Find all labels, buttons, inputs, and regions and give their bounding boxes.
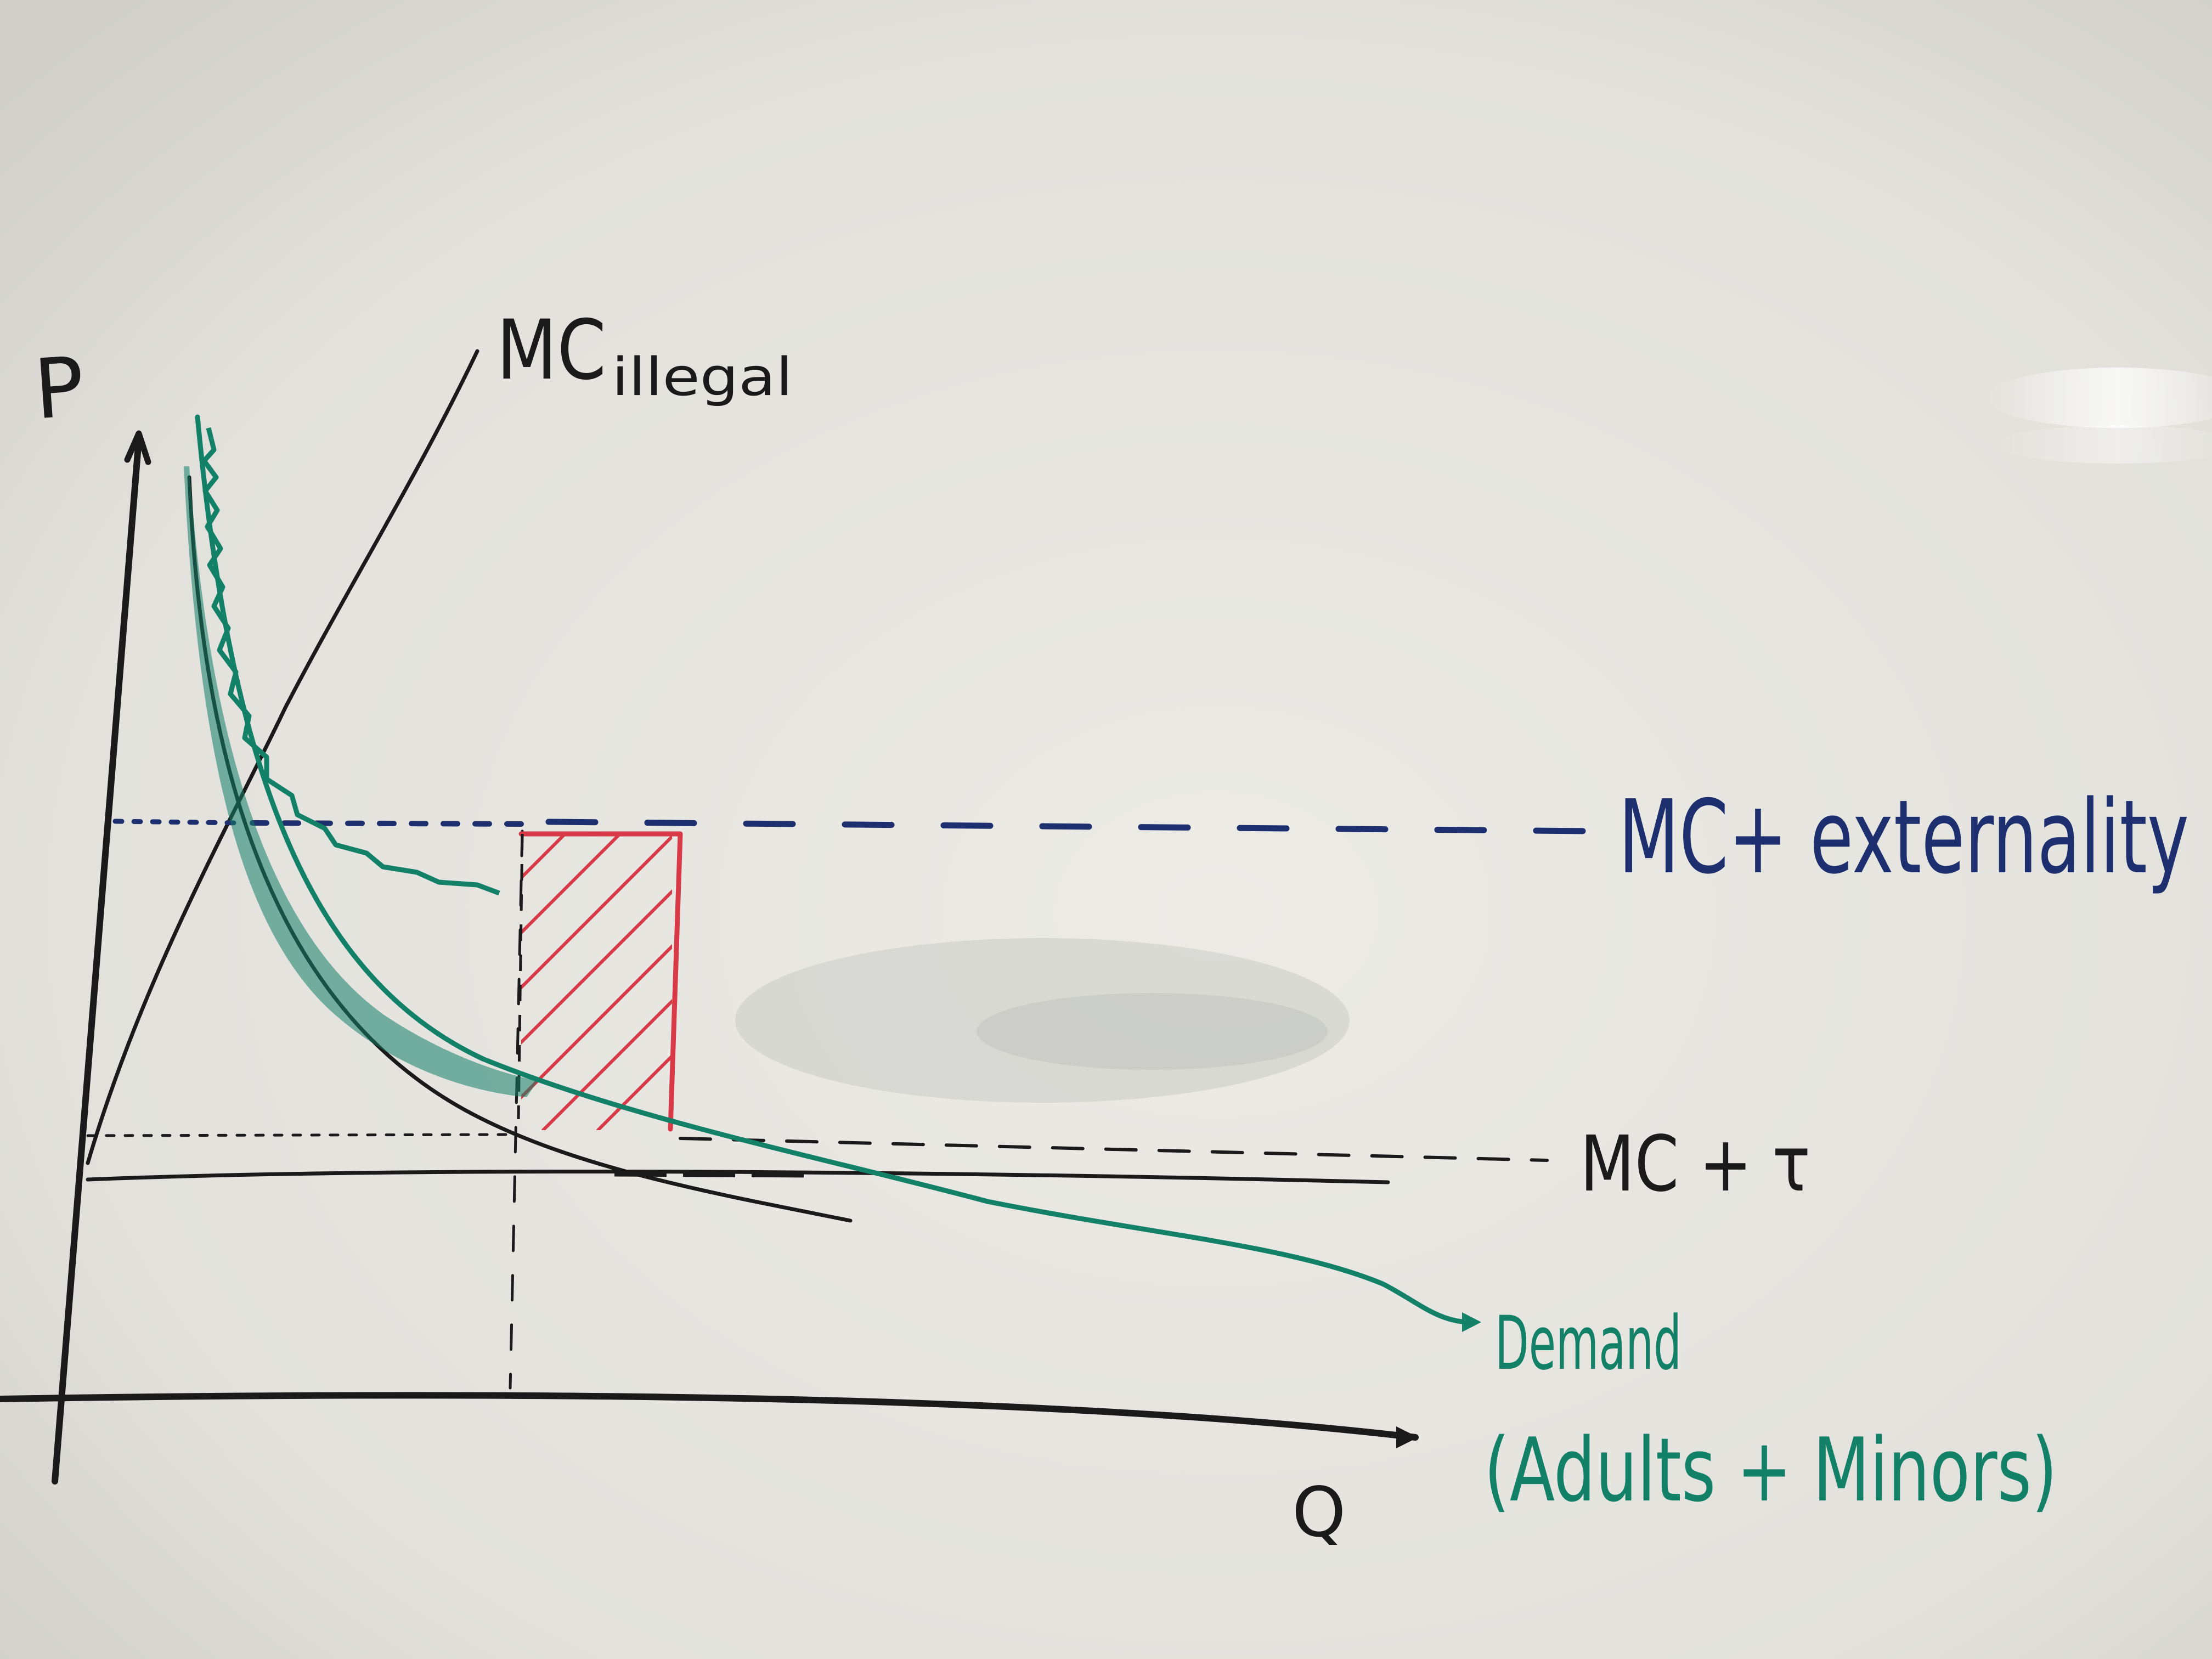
light-glare [1986,368,2212,428]
mc-tau-label: MC + τ [1580,1120,1810,1209]
mc-flat-dash-overlap [614,1171,812,1178]
mc-illegal-subscript: illegal [612,347,793,408]
quantity-guide-line [509,830,524,1390]
eraser-smudge-2 [977,993,1328,1070]
hatch-lines [521,832,672,1130]
eraser-smudge [735,938,1350,1103]
demand-arrowhead [1462,1312,1481,1332]
mc-flat-line [86,1169,1390,1184]
mc-tau-dotted [86,1133,517,1137]
mc-tau-dashed [679,1137,1549,1162]
q-axis-line [0,1392,1419,1441]
demand-sublabel: (Adults + Minors) [1484,1419,2057,1521]
p-axis-arrowhead [124,430,151,465]
deadweight-loss-border [518,831,683,1132]
demand-label: Demand [1495,1300,1681,1386]
light-glare-soft [1997,425,2212,464]
demand-shading-squiggle [201,427,500,896]
q-axis-arrowhead [1396,1426,1418,1448]
mc-externality-dotted [112,819,244,826]
mc-illegal-line [86,349,479,1165]
mc-externality-long-dashes [545,819,1594,834]
mc-externality-dashed [250,820,529,827]
demand-curve-green [195,414,1473,1325]
mc-illegal-label: MC [496,303,606,398]
p-axis-line [52,436,142,1485]
p-axis-label: P [31,340,87,438]
deadweight-loss-area [521,832,672,1130]
q-axis-label: Q [1292,1473,1346,1553]
mc-externality-label: MC+ externality [1618,778,2189,896]
